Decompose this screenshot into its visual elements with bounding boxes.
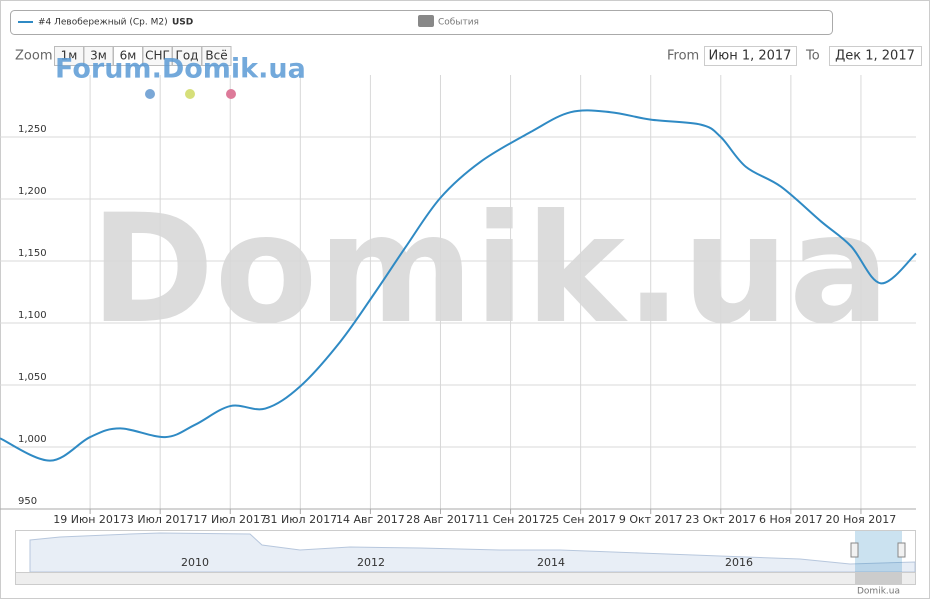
y-tick-label: 1,000 (18, 434, 47, 445)
x-tick-label: 3 Июл 2017 (127, 513, 194, 526)
zoom-label: Zoom (15, 49, 52, 64)
y-tick-label: 1,250 (18, 124, 47, 135)
y-tick-label: 1,150 (18, 248, 47, 259)
x-tick-label: 17 Июл 2017 (193, 513, 267, 526)
navigator-handle[interactable] (850, 542, 859, 558)
navigator-year: 2016 (725, 556, 753, 569)
big-watermark: Domik.ua (90, 183, 890, 357)
legend-unit: USD (172, 18, 193, 28)
series-line (0, 109, 917, 462)
x-tick-label: 11 Сен 2017 (475, 513, 546, 526)
navigator-year: 2010 (181, 556, 209, 569)
events-swatch (418, 15, 434, 27)
y-tick-label: 1,200 (18, 186, 47, 197)
from-input[interactable] (704, 46, 797, 66)
navigator-handle[interactable] (897, 542, 906, 558)
zoom-button-label[interactable]: 1м (61, 49, 78, 63)
dot (145, 89, 155, 99)
to-label: To (805, 49, 820, 64)
x-tick-label: 6 Ноя 2017 (759, 513, 823, 526)
navigator-year: 2012 (357, 556, 385, 569)
dot (185, 89, 195, 99)
x-tick-label: 25 Сен 2017 (545, 513, 616, 526)
x-tick-label: 23 Окт 2017 (685, 513, 756, 526)
navigator-year: 2014 (537, 556, 565, 569)
zoom-button-label[interactable]: 3м (90, 49, 107, 63)
x-tick-label: 31 Июл 2017 (264, 513, 338, 526)
watermark: Forum.Domik.ua (55, 54, 306, 85)
zoom-button-label[interactable]: 6м (120, 49, 137, 63)
events-label[interactable]: События (438, 18, 479, 28)
to-input[interactable] (829, 46, 922, 66)
y-tick-label: 1,050 (18, 372, 47, 383)
x-tick-label: 20 Ноя 2017 (826, 513, 897, 526)
zoom-button-label[interactable]: СНГ (145, 49, 170, 63)
y-tick-label: 950 (18, 496, 37, 507)
credit[interactable]: Domik.ua (857, 587, 900, 597)
scrollbar-thumb[interactable] (855, 573, 902, 584)
zoom-button-label[interactable]: Всё (205, 49, 227, 63)
navigator-window[interactable] (855, 531, 902, 572)
x-tick-label: 19 Июн 2017 (53, 513, 127, 526)
y-tick-label: 1,100 (18, 310, 47, 321)
zoom-button[interactable] (201, 46, 232, 66)
from-label: From (667, 49, 699, 64)
x-tick-label: 9 Окт 2017 (619, 513, 683, 526)
navigator-area (29, 532, 916, 573)
zoom-button-label[interactable]: Год (176, 49, 199, 63)
x-tick-label: 28 Авг 2017 (406, 513, 475, 526)
from-value[interactable]: Июн 1, 2017 (709, 49, 792, 64)
dot (226, 89, 236, 99)
legend-label[interactable]: #4 Левобережный (Ср. М2) (38, 18, 168, 28)
x-tick-label: 14 Авг 2017 (336, 513, 405, 526)
to-value[interactable]: Дек 1, 2017 (835, 49, 915, 64)
scrollbar[interactable] (15, 572, 916, 585)
